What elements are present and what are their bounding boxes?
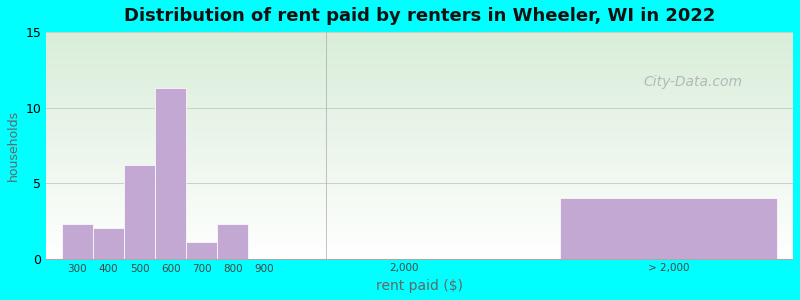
Bar	[155, 88, 186, 259]
Bar	[218, 224, 249, 259]
Text: City-Data.com: City-Data.com	[644, 75, 742, 89]
Bar	[124, 165, 155, 259]
Title: Distribution of rent paid by renters in Wheeler, WI in 2022: Distribution of rent paid by renters in …	[124, 7, 715, 25]
Bar	[560, 198, 778, 259]
Bar	[93, 228, 124, 259]
Bar	[62, 224, 93, 259]
Y-axis label: households: households	[7, 110, 20, 181]
X-axis label: rent paid ($): rent paid ($)	[376, 279, 463, 293]
Bar	[186, 242, 218, 259]
